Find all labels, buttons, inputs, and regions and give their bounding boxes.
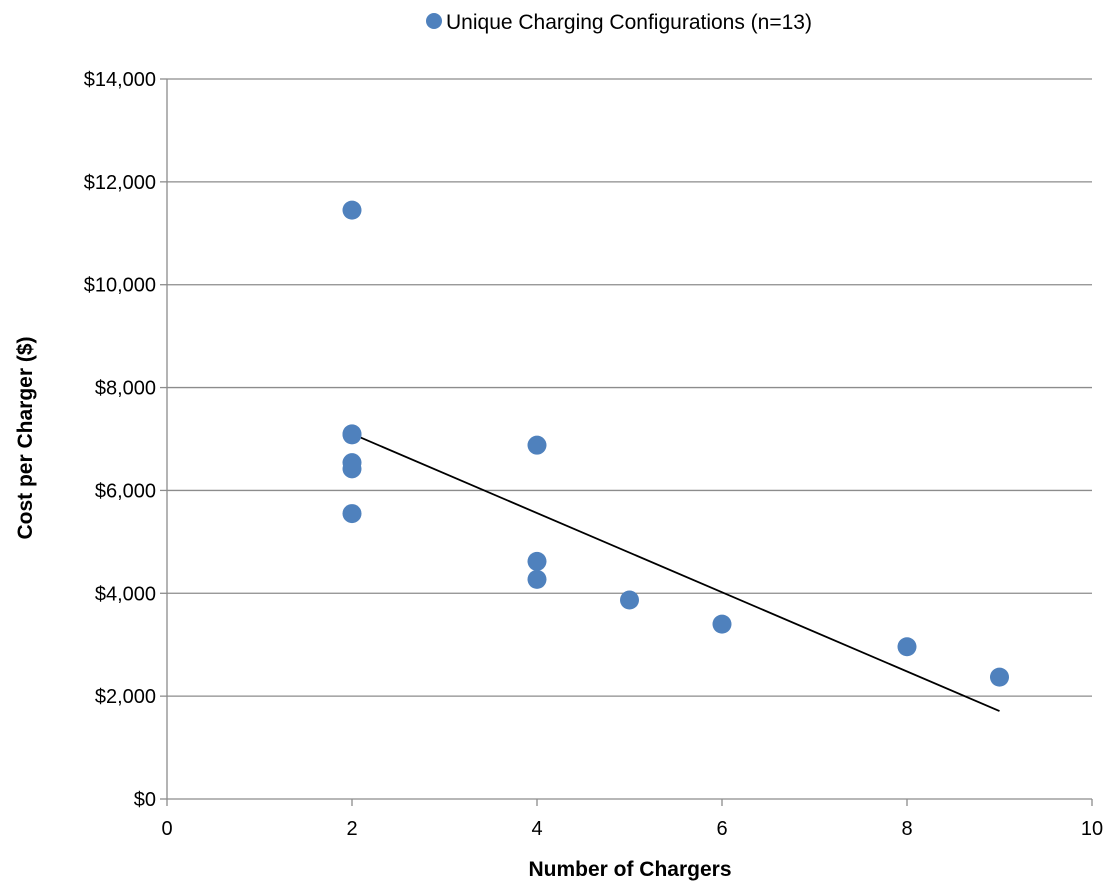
legend-label: Unique Charging Configurations (n=13): [446, 11, 812, 34]
y-tick-label: $12,000: [84, 172, 156, 194]
data-point: [527, 569, 547, 589]
data-point: [897, 637, 917, 657]
data-point: [527, 551, 547, 571]
x-tick-label: 0: [161, 818, 172, 840]
x-tick-label: 6: [716, 818, 727, 840]
data-point: [342, 425, 362, 445]
legend: Unique Charging Configurations (n=13): [426, 11, 812, 34]
x-tick-label: 8: [901, 818, 912, 840]
trendline-layer: [351, 433, 1000, 712]
y-axis-title: Cost per Charger ($): [14, 336, 37, 539]
data-point: [712, 614, 732, 634]
y-tick-label: $4,000: [95, 583, 156, 605]
y-tick-label: $14,000: [84, 69, 156, 91]
data-point: [342, 200, 362, 220]
y-tick-label: $10,000: [84, 275, 156, 297]
data-point: [342, 459, 362, 479]
axes: [160, 78, 1093, 806]
data-points: [342, 200, 1009, 687]
x-axis-ticks: 0 2 4 6 8 10: [161, 818, 1103, 840]
data-point: [990, 667, 1009, 687]
y-axis-ticks: $0 $2,000 $4,000 $6,000 $8,000 $10,000 $12,000…: [84, 69, 156, 811]
data-point: [527, 435, 547, 455]
x-tick-label: 4: [531, 818, 542, 840]
data-point: [620, 590, 639, 610]
x-axis-title: Number of Chargers: [528, 858, 731, 881]
x-tick-label: 10: [1081, 818, 1103, 840]
data-point: [342, 504, 362, 524]
legend-marker: [426, 13, 442, 29]
y-tick-label: $6,000: [95, 480, 156, 502]
y-tick-label: $0: [134, 789, 156, 811]
y-tick-label: $8,000: [95, 378, 156, 400]
trendline: [351, 433, 1000, 712]
gridlines: [167, 78, 1092, 697]
x-tick-label: 2: [346, 818, 357, 840]
y-tick-label: $2,000: [95, 686, 156, 708]
